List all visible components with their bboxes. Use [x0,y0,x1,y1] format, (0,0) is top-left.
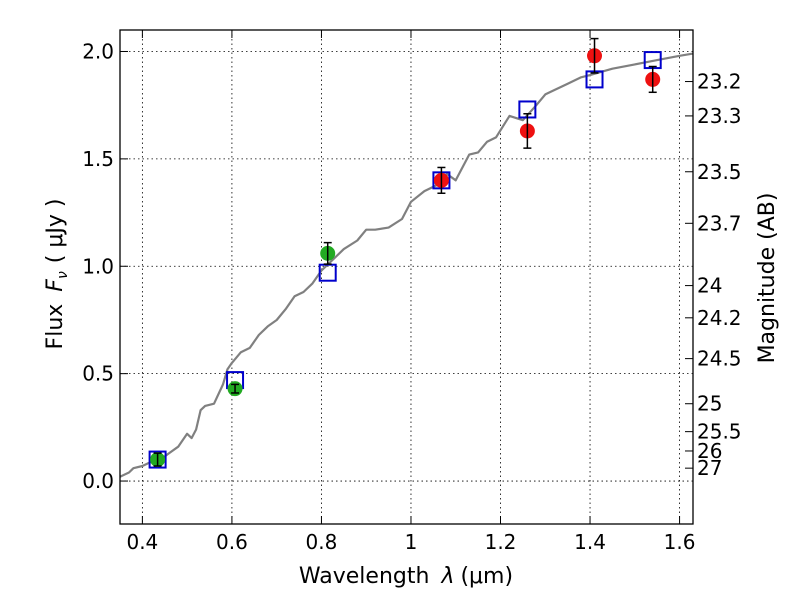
y2-tick-label: 25 [697,392,722,416]
x-tick-label: 1.6 [664,530,696,554]
y-tick-label: 1.0 [82,254,114,278]
sed-model-line [119,52,694,478]
y-tick-label: 0.5 [82,362,114,386]
y-axis-label: FluxFν( μJy ) [43,199,71,350]
y2-tick-label: 23.2 [697,70,742,94]
y2-tick-label: 24 [697,274,722,298]
y2-tick-label: 25.5 [697,420,742,444]
x-tick-label: 0.6 [216,530,248,554]
y2-tick-label: 23.3 [697,104,742,128]
y2-tick-label: 24.5 [697,347,742,371]
x-tick-label: 0.4 [126,530,158,554]
y-tick-label: 0.0 [82,469,114,493]
plot-frame [119,29,694,525]
y2-tick-label: 24.2 [697,306,742,330]
y2-tick-label: 27 [697,456,722,480]
y-tick-label: 2.0 [82,39,114,63]
y2-tick-label: 23.7 [697,211,742,235]
ticks: 0.4 0.6 0.8 1 1.2 1.4 1.6 0.0 0.5 1.0 1.5 2.0 23.2 23… [82,30,742,554]
x-axis-label: Wavelength λ (μm) [299,564,513,589]
y-tick-label: 1.5 [82,147,114,171]
y2-axis-label: Magnitude (AB) [755,193,780,364]
x-tick-label: 0.8 [306,530,338,554]
y2-tick-label: 26 [697,439,722,463]
x-tick-label: 1.4 [574,530,606,554]
x-tick-label: 1.2 [485,530,517,554]
x-tick-label: 1 [405,530,418,554]
y2-tick-label: 23.5 [697,160,742,184]
model-photometry-square [148,450,167,469]
series-layer [119,37,694,478]
